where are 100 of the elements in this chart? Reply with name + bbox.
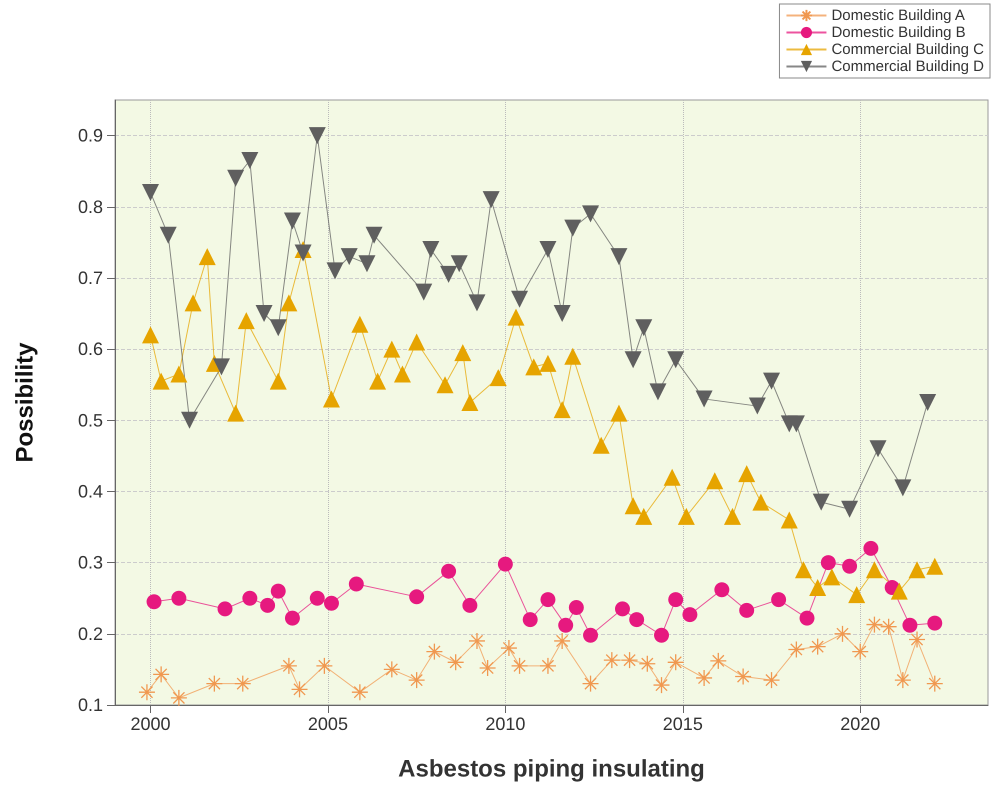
point <box>284 212 301 230</box>
point <box>468 632 486 650</box>
point <box>629 612 644 628</box>
point <box>841 500 858 518</box>
point <box>890 582 908 600</box>
point <box>146 594 162 610</box>
point <box>422 240 440 258</box>
point <box>620 652 638 669</box>
point <box>583 628 598 643</box>
point <box>554 401 571 418</box>
point <box>270 319 287 336</box>
point <box>440 266 458 283</box>
point <box>447 654 464 671</box>
point <box>260 598 276 613</box>
point <box>706 472 724 490</box>
point <box>564 220 582 237</box>
point <box>682 607 698 622</box>
point <box>436 376 454 394</box>
point <box>170 689 188 707</box>
point <box>842 558 858 574</box>
point <box>695 669 713 687</box>
point <box>280 657 298 675</box>
point <box>724 508 741 525</box>
point <box>568 600 584 615</box>
point <box>394 366 411 383</box>
point <box>624 497 642 514</box>
point <box>511 290 528 308</box>
point <box>794 561 812 578</box>
point <box>894 671 912 689</box>
point <box>322 390 340 408</box>
point <box>510 657 528 675</box>
point <box>383 340 400 358</box>
point <box>564 348 582 365</box>
point <box>218 601 233 616</box>
y-tick-label: 0.7 <box>78 268 103 288</box>
point <box>256 305 273 322</box>
point <box>212 358 230 376</box>
point <box>734 668 752 686</box>
legend-label: Domestic Building A <box>831 7 965 24</box>
point <box>603 652 620 669</box>
point <box>454 344 472 362</box>
point <box>748 398 766 415</box>
point <box>308 127 326 144</box>
point <box>654 628 670 643</box>
point <box>866 616 884 634</box>
point <box>181 412 198 429</box>
point <box>351 316 368 333</box>
point <box>227 404 244 422</box>
point <box>482 191 500 208</box>
point <box>771 592 786 608</box>
point <box>610 404 628 422</box>
point <box>539 354 556 372</box>
y-tick-label: 0.2 <box>78 624 103 644</box>
point <box>478 659 496 677</box>
point <box>310 590 325 606</box>
point <box>539 657 557 675</box>
point <box>558 618 574 633</box>
point <box>227 170 244 187</box>
point <box>624 351 642 368</box>
legend-label: Domestic Building B <box>831 24 966 41</box>
point <box>652 676 670 694</box>
point <box>848 586 866 604</box>
point <box>880 618 898 636</box>
point <box>490 369 507 386</box>
point <box>408 671 426 689</box>
y-tick-label: 0.9 <box>78 126 103 146</box>
point <box>664 468 681 486</box>
point <box>198 248 216 266</box>
point <box>171 590 186 606</box>
x-axis-title: Asbestos piping insulating <box>398 756 705 782</box>
y-tick-label: 0.5 <box>78 410 103 430</box>
point <box>823 568 840 586</box>
point <box>206 674 224 692</box>
point <box>788 415 805 432</box>
y-tick-label: 0.6 <box>78 339 103 360</box>
point <box>184 294 202 312</box>
point <box>340 248 358 266</box>
point <box>290 680 308 698</box>
point <box>667 351 684 368</box>
point <box>326 262 344 280</box>
point <box>441 564 456 579</box>
point <box>582 205 600 222</box>
point <box>908 630 926 648</box>
x-tick-label: 2005 <box>308 714 348 734</box>
point <box>539 240 556 258</box>
point <box>739 602 754 618</box>
point <box>668 592 684 608</box>
point <box>820 555 836 570</box>
point <box>366 226 383 244</box>
point <box>160 226 177 244</box>
point <box>468 294 486 312</box>
y-tick-label: 0.1 <box>78 695 103 715</box>
point <box>866 561 883 578</box>
point <box>408 334 426 350</box>
point <box>280 294 298 312</box>
x-tick-label: 2010 <box>485 714 526 734</box>
point <box>894 479 912 496</box>
point <box>270 584 286 599</box>
legend-label: Commercial Building C <box>831 41 984 58</box>
point <box>462 598 478 613</box>
